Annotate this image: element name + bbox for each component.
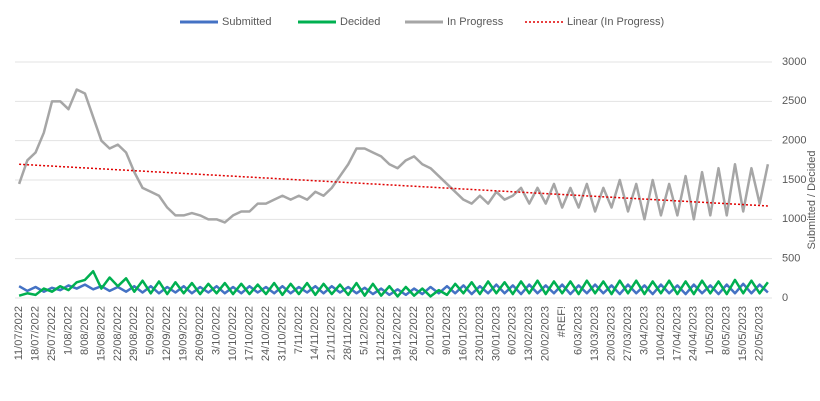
x-tick-label: 22/05/2023	[754, 306, 766, 361]
x-tick-label: 18/07/2022	[29, 306, 41, 361]
x-tick-label: 14/11/2022	[309, 306, 321, 360]
y-tick-label: 0	[782, 292, 788, 304]
x-tick-label: 20/02/2023	[540, 306, 552, 361]
x-tick-label: 11/07/2022	[13, 306, 25, 360]
x-tick-label: 19/12/2022	[392, 306, 404, 361]
legend-label: In Progress	[447, 16, 504, 28]
x-tick-label: 30/01/2023	[490, 306, 502, 361]
x-tick-label: 13/03/2023	[589, 306, 601, 361]
x-tick-label: 22/08/2022	[112, 306, 124, 361]
x-tick-label: 17/10/2022	[243, 306, 255, 361]
x-tick-label: 8/05/2023	[721, 306, 733, 355]
x-tick-label: 5/09/2022	[145, 306, 157, 355]
x-tick-label: 19/09/2022	[178, 306, 190, 361]
trendline	[19, 163, 768, 207]
x-tick-label: 6/02/2023	[507, 306, 519, 355]
x-tick-label: 17/04/2023	[671, 306, 683, 361]
x-tick-label: 26/09/2022	[194, 306, 206, 361]
series-line	[17, 88, 770, 224]
x-tick-label: 10/10/2022	[227, 306, 239, 361]
x-tick-label: #REF!	[556, 306, 568, 337]
x-tick-label: 10/04/2023	[655, 306, 667, 361]
x-tick-label: 26/12/2022	[408, 306, 420, 361]
x-tick-label: 1/08/2022	[62, 306, 74, 355]
x-tick-label: 8/08/2022	[79, 306, 91, 355]
x-tick-label: 7/11/2022	[293, 306, 305, 354]
x-tick-label: 6/03/2023	[573, 306, 585, 355]
y-tick-label: 3000	[782, 56, 806, 68]
legend-label: Decided	[340, 16, 380, 28]
y-tick-label: 500	[782, 253, 800, 265]
x-tick-label: 31/10/2022	[276, 306, 288, 361]
x-tick-label: 12/12/2022	[375, 306, 387, 361]
x-tick-label: 27/03/2023	[622, 306, 634, 361]
x-tick-label: 3/04/2023	[638, 306, 650, 355]
x-tick-label: 3/10/2022	[210, 306, 222, 355]
x-tick-label: 1/05/2023	[704, 306, 716, 355]
x-tick-label: 25/07/2022	[46, 306, 58, 361]
x-tick-label: 13/02/2023	[523, 306, 535, 361]
x-tick-label: 23/01/2023	[474, 306, 486, 361]
series-line	[18, 270, 769, 298]
x-tick-label: 28/11/2022	[342, 306, 354, 360]
x-tick-label: 9/01/2023	[441, 306, 453, 355]
x-tick-label: 24/04/2023	[688, 306, 700, 361]
x-tick-label: 16/01/2023	[457, 306, 469, 361]
x-tick-label: 20/03/2023	[605, 306, 617, 361]
x-tick-label: 21/11/2022	[326, 306, 338, 360]
y-axis-title: Submitted / Decided	[806, 150, 818, 249]
x-tick-label: 15/05/2023	[737, 306, 749, 361]
y-tick-label: 1000	[782, 213, 806, 225]
x-tick-label: 12/09/2022	[161, 306, 173, 361]
x-tick-label: 15/08/2022	[95, 306, 107, 361]
legend-label: Linear (In Progress)	[567, 16, 664, 28]
y-tick-label: 2500	[782, 95, 806, 107]
x-tick-label: 2/01/2023	[424, 306, 436, 355]
y-tick-label: 2000	[782, 135, 806, 147]
legend-label: Submitted	[222, 16, 272, 28]
x-tick-label: 5/12/2022	[359, 306, 371, 355]
y-tick-label: 1500	[782, 174, 806, 186]
x-tick-label: 24/10/2022	[260, 306, 272, 361]
x-tick-label: 29/08/2022	[128, 306, 140, 361]
